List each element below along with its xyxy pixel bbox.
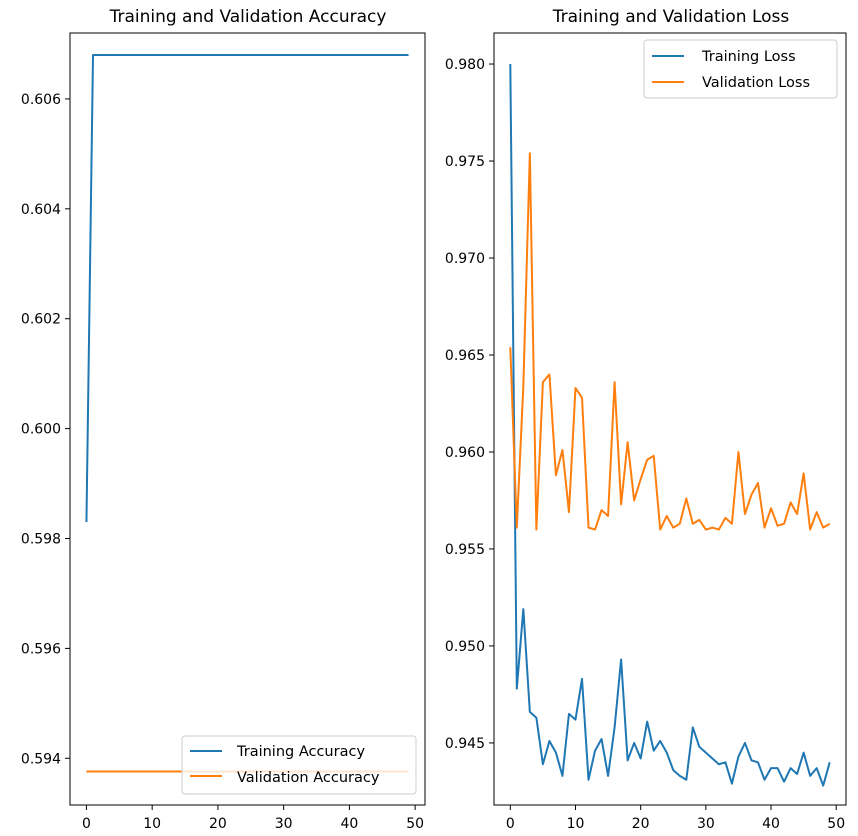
accuracy-y-tick-label-1: 0.596 — [21, 641, 61, 657]
accuracy-x-tick-label-0: 0 — [82, 816, 91, 832]
accuracy-y-tick-label-2: 0.598 — [21, 532, 61, 548]
loss-x-tick-label-0: 0 — [506, 816, 515, 832]
accuracy-x-axis: 0 10 20 30 40 50 — [82, 805, 424, 832]
loss-x-tick-label-40: 40 — [762, 816, 780, 832]
loss-chart-frame — [493, 32, 847, 806]
accuracy-x-tick-label-50: 50 — [406, 816, 424, 832]
legend-label-training-accuracy: Training Accuracy — [236, 744, 365, 760]
loss-x-tick-label-20: 20 — [632, 816, 650, 832]
loss-chart-marks — [509, 64, 831, 787]
accuracy-x-tick-label-40: 40 — [340, 816, 358, 832]
loss-y-tick-label-3: 0.960 — [445, 445, 485, 461]
loss-x-tick-label-50: 50 — [827, 816, 845, 832]
loss-y-tick-label-6: 0.975 — [445, 154, 485, 170]
accuracy-y-tick-label-5: 0.604 — [21, 202, 61, 218]
accuracy-y-tick-label-6: 0.606 — [21, 92, 61, 108]
accuracy-y-tick-label-3: 0.600 — [21, 422, 61, 438]
loss-y-tick-label-7: 0.980 — [445, 57, 485, 73]
loss-x-tick-label-10: 10 — [567, 816, 585, 832]
loss-y-tick-label-4: 0.965 — [445, 348, 485, 364]
accuracy-chart: Training and Validation Accuracy 0 10 20 30… — [21, 7, 426, 832]
accuracy-chart-title: Training and Validation Accuracy — [109, 7, 387, 27]
legend-label-validation-loss: Validation Loss — [702, 75, 810, 91]
loss-x-axis: 0 10 20 30 40 50 — [506, 805, 845, 832]
series-line-training-loss — [509, 64, 831, 787]
accuracy-y-tick-label-4: 0.602 — [21, 312, 61, 328]
legend-label-validation-accuracy: Validation Accuracy — [237, 770, 380, 786]
accuracy-legend-box — [181, 735, 417, 795]
accuracy-chart-frame — [69, 32, 426, 806]
legend-label-training-loss: Training Loss — [701, 49, 796, 65]
loss-y-tick-label-0: 0.945 — [445, 736, 485, 752]
loss-y-axis: 0.945 0.950 0.955 0.960 0.965 0.970 0.975 0.980 — [445, 57, 494, 752]
loss-y-tick-label-1: 0.950 — [445, 639, 485, 655]
accuracy-y-axis: 0.594 0.596 0.598 0.600 0.602 0.604 0.606 — [21, 92, 70, 767]
series-line-training-accuracy — [85, 53, 409, 523]
accuracy-y-tick-label-0: 0.594 — [21, 751, 61, 767]
loss-chart: Training and Validation Loss 0 10 20 30 40 50… — [445, 7, 847, 832]
loss-legend-box — [643, 39, 838, 99]
loss-chart-title: Training and Validation Loss — [552, 7, 790, 27]
loss-y-tick-label-5: 0.970 — [445, 251, 485, 267]
accuracy-x-tick-label-20: 20 — [209, 816, 227, 832]
loss-legend: Training Loss Validation Loss — [643, 39, 838, 99]
loss-x-tick-label-30: 30 — [697, 816, 715, 832]
accuracy-x-tick-label-30: 30 — [275, 816, 293, 832]
accuracy-x-tick-label-10: 10 — [143, 816, 161, 832]
series-line-validation-loss — [509, 152, 831, 531]
accuracy-legend: Training Accuracy Validation Accuracy — [181, 735, 417, 795]
loss-y-tick-label-2: 0.955 — [445, 542, 485, 558]
